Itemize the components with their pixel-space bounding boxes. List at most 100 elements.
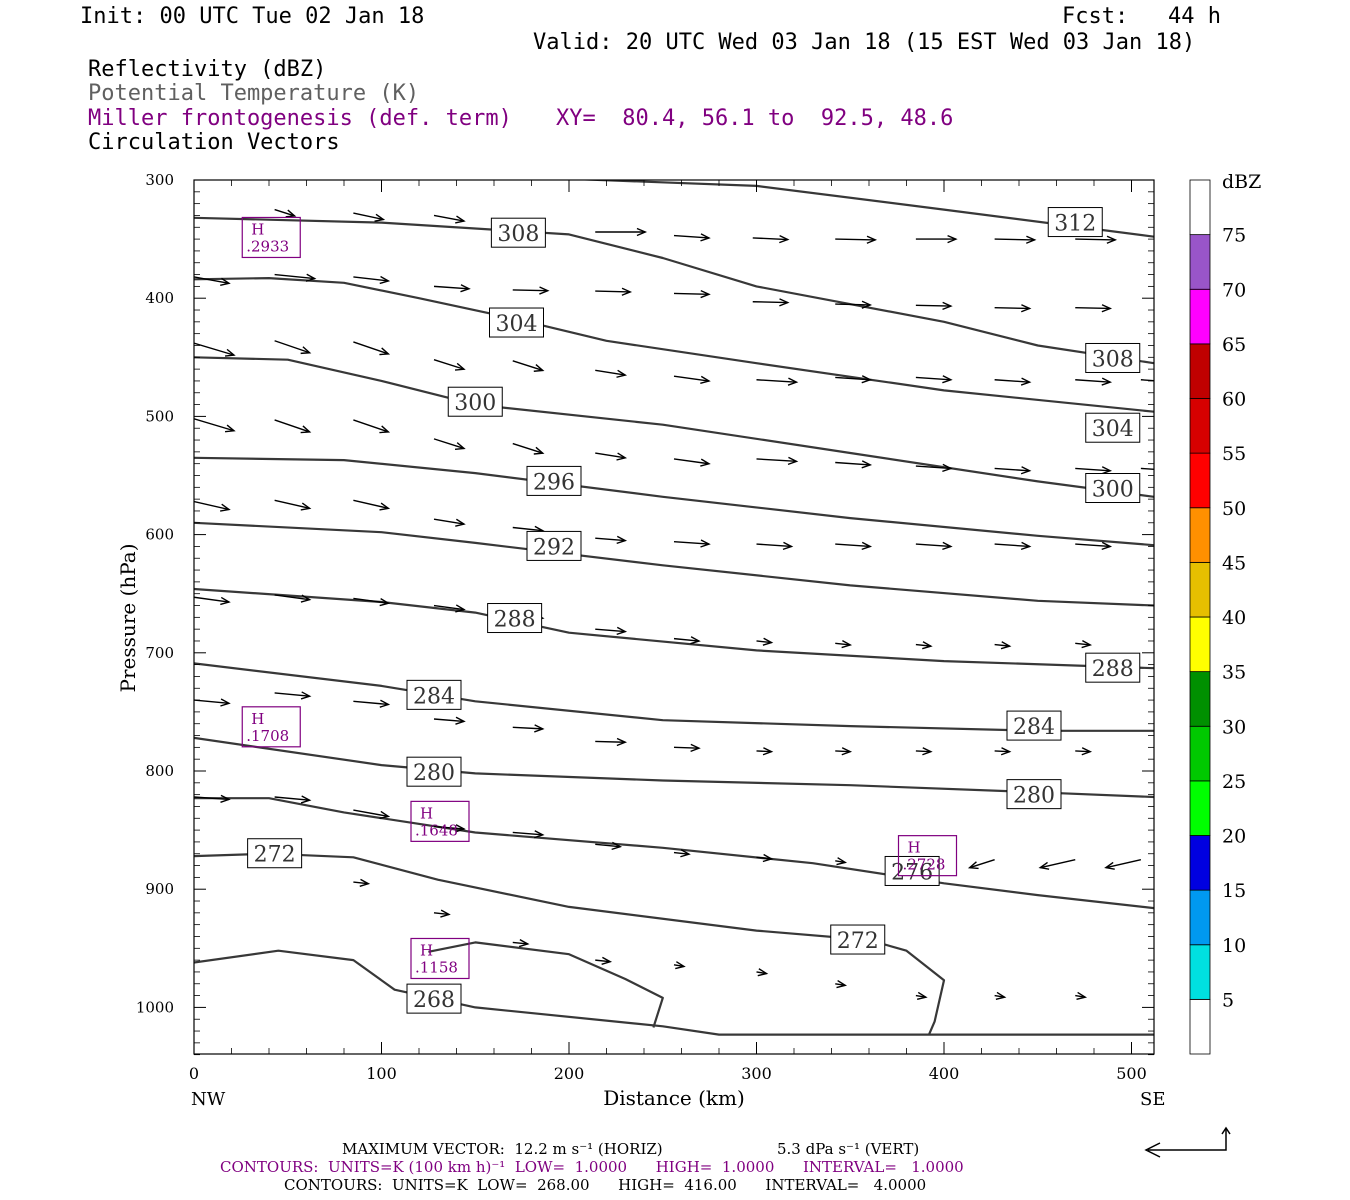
colorbar-label: 15 (1222, 880, 1246, 902)
contour-308-line (194, 216, 1154, 365)
circulation-vector (353, 597, 391, 607)
colorbar-swatch (1189, 835, 1211, 891)
y-tick-label: 700 (145, 644, 174, 662)
colorbar-label: 70 (1222, 279, 1246, 301)
circulation-vector (353, 419, 391, 434)
circulation-vector (915, 641, 933, 650)
contour-label-272: 272 (247, 838, 303, 869)
circulation-vector (994, 747, 1012, 756)
contour-304-line (194, 277, 1154, 413)
colorbar-label: 40 (1222, 607, 1246, 629)
circulation-vector (835, 747, 853, 756)
x-tick-label: 300 (741, 1064, 772, 1083)
circulation-vector (433, 518, 466, 527)
circulation-vector (835, 639, 853, 649)
init-time: Init: 00 UTC Tue 02 Jan 18 (80, 4, 425, 29)
circulation-vector (752, 298, 790, 307)
circulation-vector (994, 541, 1032, 551)
circulation-vector (673, 849, 691, 858)
frontogenesis-maximum: H.1708 (241, 706, 301, 748)
circulation-vector (835, 235, 878, 244)
field-theta: Potential Temperature (K) (88, 81, 420, 106)
circulation-vector (835, 541, 873, 551)
circulation-vector (915, 747, 933, 756)
contour-label-304: 304 (489, 307, 544, 338)
circulation-vector (274, 795, 312, 804)
circulation-vector (915, 541, 953, 551)
colorbar-swatch (1189, 343, 1211, 399)
circulation-vector (353, 275, 391, 285)
circulation-vector (1075, 747, 1093, 756)
svg-text:280: 280 (1013, 784, 1055, 809)
circulation-vector (353, 212, 386, 222)
footer-contours-frontogenesis: CONTOURS: UNITS=K (100 km h)⁻¹ LOW= 1.00… (220, 1158, 964, 1176)
contour-292-line (194, 521, 1154, 607)
contour-label-280: 280 (406, 756, 462, 787)
svg-text:304: 304 (496, 312, 538, 337)
y-tick-label: 300 (145, 171, 174, 189)
colorbar-swatch (1189, 725, 1211, 782)
x-tick-label: 400 (929, 1064, 960, 1083)
colorbar-label: 35 (1222, 662, 1246, 684)
svg-text:280: 280 (413, 761, 455, 786)
colorbar-swatch (1189, 998, 1211, 1055)
contour-288-line (194, 587, 1154, 670)
colorbar-label: 75 (1222, 225, 1246, 247)
svg-text:.1648: .1648 (415, 821, 458, 839)
contour-label-308: 308 (490, 217, 546, 248)
x-end-label-right: SE (1140, 1089, 1165, 1110)
circulation-vector (1104, 858, 1142, 870)
circulation-vector (756, 968, 769, 977)
circulation-vector (1140, 379, 1154, 382)
contour-300-line (194, 356, 1154, 498)
y-axis-title: Pressure (hPa) (116, 544, 140, 693)
colorbar-label: 25 (1222, 771, 1246, 793)
frontogenesis-maximum: H.1158 (410, 937, 470, 980)
circulation-vector (595, 841, 623, 851)
circulation-vector (1075, 304, 1113, 313)
svg-text:H: H (251, 220, 264, 238)
circulation-vector (756, 541, 794, 551)
circulation-vector (274, 499, 312, 511)
circulation-vector (673, 289, 711, 299)
contour-276-line (194, 797, 1154, 910)
circulation-vector (512, 939, 530, 948)
svg-text:288: 288 (494, 608, 536, 633)
circulation-vector (1075, 541, 1113, 551)
colorbar-label: 30 (1222, 716, 1246, 738)
circulation-vector (512, 724, 545, 733)
circulation-vector (1075, 377, 1113, 386)
colorbar-label: 55 (1222, 443, 1246, 465)
colorbar-label: 60 (1222, 389, 1246, 411)
circulation-vector (194, 418, 236, 433)
colorbar-swatch (1189, 398, 1211, 454)
colorbar-swatch (1189, 671, 1211, 727)
circulation-vector (194, 276, 231, 286)
field-frontogenesis: Miller frontogenesis (def. term) (88, 106, 512, 131)
circulation-vector (274, 208, 297, 218)
circulation-vector (835, 460, 873, 469)
circulation-vector (433, 358, 466, 371)
x-tick-label: 0 (189, 1064, 199, 1083)
colorbar-swatch (1189, 616, 1211, 673)
circulation-vector (1038, 858, 1076, 870)
circulation-vector (994, 235, 1037, 244)
circulation-vector (274, 594, 312, 603)
circulation-vector (915, 234, 958, 244)
contour-272-line (194, 852, 946, 1036)
colorbar-swatch (1189, 452, 1211, 509)
y-tick-label: 500 (145, 407, 174, 425)
colorbar-swatch (1189, 944, 1211, 1000)
svg-text:284: 284 (1013, 715, 1055, 740)
circulation-vector (673, 743, 701, 753)
circulation-vector (673, 961, 686, 970)
svg-text:H: H (251, 710, 264, 728)
x-tick-label: 200 (554, 1064, 585, 1083)
y-tick-label: 1000 (136, 998, 174, 1016)
circulation-vector (673, 636, 701, 645)
circulation-vector (433, 716, 466, 725)
circulation-vector (194, 342, 236, 357)
circulation-vector (353, 809, 391, 820)
circulation-vector (756, 853, 774, 863)
